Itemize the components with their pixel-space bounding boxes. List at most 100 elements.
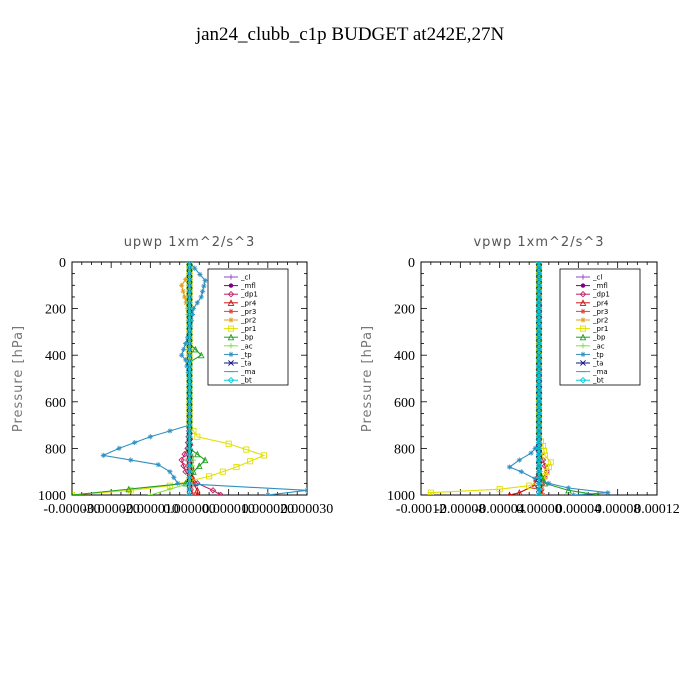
series-point: [528, 450, 534, 456]
legend-label: _ta: [592, 360, 604, 368]
legend-box: [207, 268, 289, 386]
series-point: [516, 457, 522, 463]
series-point: [180, 462, 187, 470]
series-point: [541, 479, 549, 487]
legend-marker: [579, 376, 587, 384]
legend-marker: [228, 283, 234, 288]
series-point: [179, 282, 185, 288]
series-point: [125, 485, 133, 493]
x-tick-label: 0.00000: [516, 502, 562, 517]
series-point: [535, 491, 543, 495]
figure-title: jan24_clubb_c1p BUDGET at242E,27N: [195, 24, 505, 45]
series-point: [539, 443, 546, 450]
legend-label: _pr1: [240, 325, 256, 333]
y-tick-label: 400: [394, 349, 415, 364]
legend-label: _ta: [240, 360, 252, 368]
series-point: [127, 487, 134, 494]
series-point: [225, 440, 232, 447]
series-point: [183, 300, 189, 306]
legend-marker: [580, 283, 586, 288]
series-point: [260, 452, 267, 459]
series-point: [194, 300, 200, 306]
series-point: [541, 452, 548, 459]
legend-label: _bt: [592, 377, 604, 385]
y-tick-label: 1000: [38, 489, 66, 504]
legend-label: _tp: [592, 351, 604, 359]
series-point: [247, 458, 254, 465]
series-point: [570, 492, 577, 495]
y-tick-label: 800: [45, 442, 66, 457]
legend-label: _dp1: [592, 291, 610, 299]
series-point: [192, 265, 198, 271]
series-point: [209, 487, 217, 494]
x-tick-label: -0.000020: [83, 502, 140, 517]
series-point: [186, 262, 193, 265]
series-point: [198, 294, 204, 300]
series-point: [233, 463, 240, 471]
legend-marker: [227, 376, 235, 384]
legend-marker: [580, 308, 586, 314]
legend-marker: [580, 317, 586, 323]
series-point: [506, 464, 513, 470]
panel-title: upwp 1xm^2/s^3: [124, 235, 256, 250]
series-point: [184, 363, 190, 369]
x-tick-label: -0.00008: [435, 502, 485, 517]
series-point: [194, 480, 201, 487]
series-group: [427, 262, 611, 495]
y-tick-label: 400: [45, 349, 66, 364]
series-line-pr4: [509, 262, 540, 495]
series-point: [194, 433, 201, 440]
series-point: [304, 487, 307, 493]
series-line-pr1: [72, 262, 266, 495]
series-point: [219, 468, 226, 475]
legend-label: _pr2: [240, 317, 256, 325]
series-point: [516, 489, 523, 495]
series-point: [201, 283, 207, 289]
legend-marker: [228, 317, 234, 323]
series-point: [192, 345, 199, 353]
legend-marker: [580, 343, 586, 349]
series-point: [178, 456, 185, 464]
series-point: [199, 288, 206, 295]
series-point: [181, 346, 187, 352]
legend-label: _mfl: [592, 282, 608, 290]
legend-label: _bt: [240, 377, 252, 385]
legend-marker: [579, 299, 587, 306]
x-tick-label: 0.00008: [595, 502, 641, 517]
legend-marker: [228, 360, 234, 366]
legend: _cl_mfl_dp1_pr4_pr3_pr2_pr1_bp_ac_tp_ta_…: [559, 268, 641, 386]
series-point: [182, 276, 189, 283]
series-point: [167, 428, 173, 434]
series-point: [175, 480, 181, 486]
legend-marker: [228, 351, 234, 357]
legend-label: _pr4: [592, 299, 609, 307]
series-point: [194, 450, 201, 458]
legend-label: _ma: [592, 368, 608, 376]
series-point: [532, 476, 538, 482]
series-point: [181, 450, 188, 458]
x-tick-label: 0.00012: [634, 502, 680, 517]
series-point: [179, 352, 185, 358]
series-point: [217, 491, 225, 495]
series-point: [206, 473, 213, 480]
series-point: [182, 357, 189, 363]
legend-label: _ma: [240, 368, 256, 376]
legend-label: _cl: [592, 274, 602, 282]
legend-box: [559, 268, 641, 386]
series-group: [72, 262, 307, 495]
series-point: [536, 492, 542, 495]
y-tick-label: 600: [394, 396, 415, 411]
series-point: [167, 486, 173, 492]
legend-marker: [580, 274, 586, 280]
series-point: [182, 340, 189, 347]
legend-label: _ac: [592, 342, 605, 350]
series-point: [532, 445, 538, 451]
legend-marker: [227, 299, 235, 306]
legend-label: _pr3: [240, 308, 256, 316]
legend-label: _dp1: [240, 291, 258, 299]
series-point: [605, 490, 611, 495]
legend-marker: [227, 325, 235, 332]
